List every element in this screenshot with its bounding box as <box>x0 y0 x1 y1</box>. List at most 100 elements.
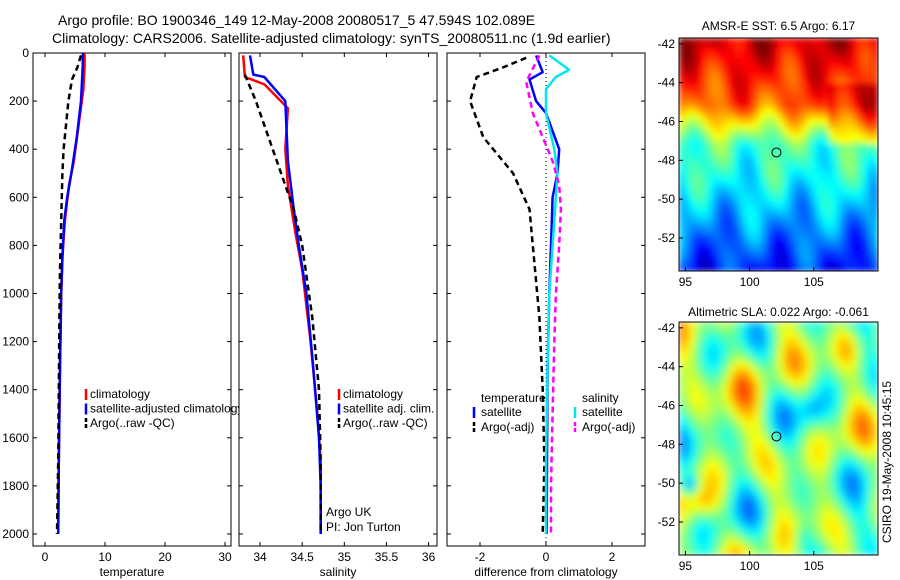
field-cell <box>808 88 814 95</box>
field-cell <box>813 403 819 409</box>
field-cell <box>803 534 809 541</box>
field-cell <box>833 362 839 369</box>
field-cell <box>813 48 819 54</box>
field-cell <box>818 113 824 120</box>
field-cell <box>813 103 819 110</box>
field-cell <box>698 124 705 130</box>
field-cell <box>679 332 685 338</box>
field-cell <box>858 225 864 232</box>
field-cell <box>778 392 785 399</box>
field-cell <box>688 255 695 262</box>
field-cell <box>679 458 685 465</box>
field-cell <box>743 357 750 364</box>
field-cell <box>743 103 750 110</box>
field-cell <box>743 179 750 186</box>
field-cell <box>738 357 745 364</box>
field-cell <box>808 382 814 389</box>
field-cell <box>718 408 725 414</box>
field-cell <box>703 235 710 242</box>
field-cell <box>733 428 740 435</box>
field-cell <box>838 124 844 130</box>
field-cell <box>818 367 824 374</box>
field-cell <box>698 453 705 460</box>
field-cell <box>828 53 834 59</box>
field-cell <box>873 129 878 135</box>
field-cell <box>828 504 834 511</box>
field-cell <box>753 58 760 64</box>
field-cell <box>868 260 874 267</box>
field-cell <box>778 220 785 227</box>
field-cell <box>688 453 695 460</box>
field-cell <box>858 327 864 333</box>
field-cell <box>713 159 720 166</box>
field-cell <box>838 260 844 267</box>
field-cell <box>843 458 849 465</box>
field-cell <box>708 73 715 80</box>
field-cell <box>833 479 839 485</box>
field-cell <box>748 387 755 394</box>
field-cell <box>813 235 819 242</box>
field-cell <box>728 255 735 262</box>
field-cell <box>708 43 715 49</box>
field-cell <box>793 174 799 181</box>
field-cell <box>743 453 750 460</box>
field-cell <box>738 119 745 125</box>
field-cell <box>858 372 864 379</box>
field-cell <box>808 255 814 262</box>
field-cell <box>828 362 834 369</box>
field-cell <box>773 524 780 531</box>
field-cell <box>728 519 735 526</box>
field-cell <box>758 408 765 414</box>
field-cell <box>763 205 770 211</box>
field-cell <box>863 499 869 505</box>
field-cell <box>679 372 685 379</box>
field-cell <box>679 68 685 75</box>
field-cell <box>773 225 780 232</box>
field-cell <box>718 377 725 384</box>
field-cell <box>863 225 869 232</box>
field-cell <box>793 73 799 80</box>
field-cell <box>833 83 839 90</box>
field-cell <box>863 489 869 495</box>
field-cell <box>843 367 849 374</box>
field-cell <box>873 134 878 140</box>
field-cell <box>828 200 834 206</box>
field-cell <box>683 225 690 232</box>
field-cell <box>833 403 839 409</box>
field-cell <box>698 438 705 445</box>
field-cell <box>738 210 745 216</box>
field-cell <box>813 200 819 206</box>
field-cell <box>838 38 844 44</box>
field-cell <box>703 367 710 374</box>
field-cell <box>873 367 878 374</box>
field-cell <box>808 392 814 399</box>
field-cell <box>698 423 705 429</box>
field-cell <box>843 113 849 120</box>
field-cell <box>713 169 720 176</box>
field-cell <box>733 179 740 186</box>
field-cell <box>833 352 839 359</box>
field-cell <box>828 225 834 232</box>
field-cell <box>748 322 755 328</box>
field-cell <box>718 534 725 541</box>
field-cell <box>833 255 839 262</box>
field-cell <box>768 53 775 59</box>
field-cell <box>768 108 775 115</box>
field-cell <box>758 549 765 555</box>
field-cell <box>773 63 780 69</box>
field-cell <box>758 154 765 161</box>
field-cell <box>793 397 799 404</box>
field-cell <box>858 489 864 495</box>
field-cell <box>773 382 780 389</box>
field-cell <box>788 220 795 227</box>
field-cell <box>868 418 874 424</box>
field-cell <box>728 332 735 338</box>
field-cell <box>718 433 725 440</box>
field-cell <box>803 514 809 521</box>
field-cell <box>858 322 864 328</box>
field-cell <box>808 362 814 369</box>
field-cell <box>853 250 859 257</box>
field-cell <box>773 265 780 271</box>
field-cell <box>708 549 715 555</box>
field-cell <box>803 327 809 333</box>
